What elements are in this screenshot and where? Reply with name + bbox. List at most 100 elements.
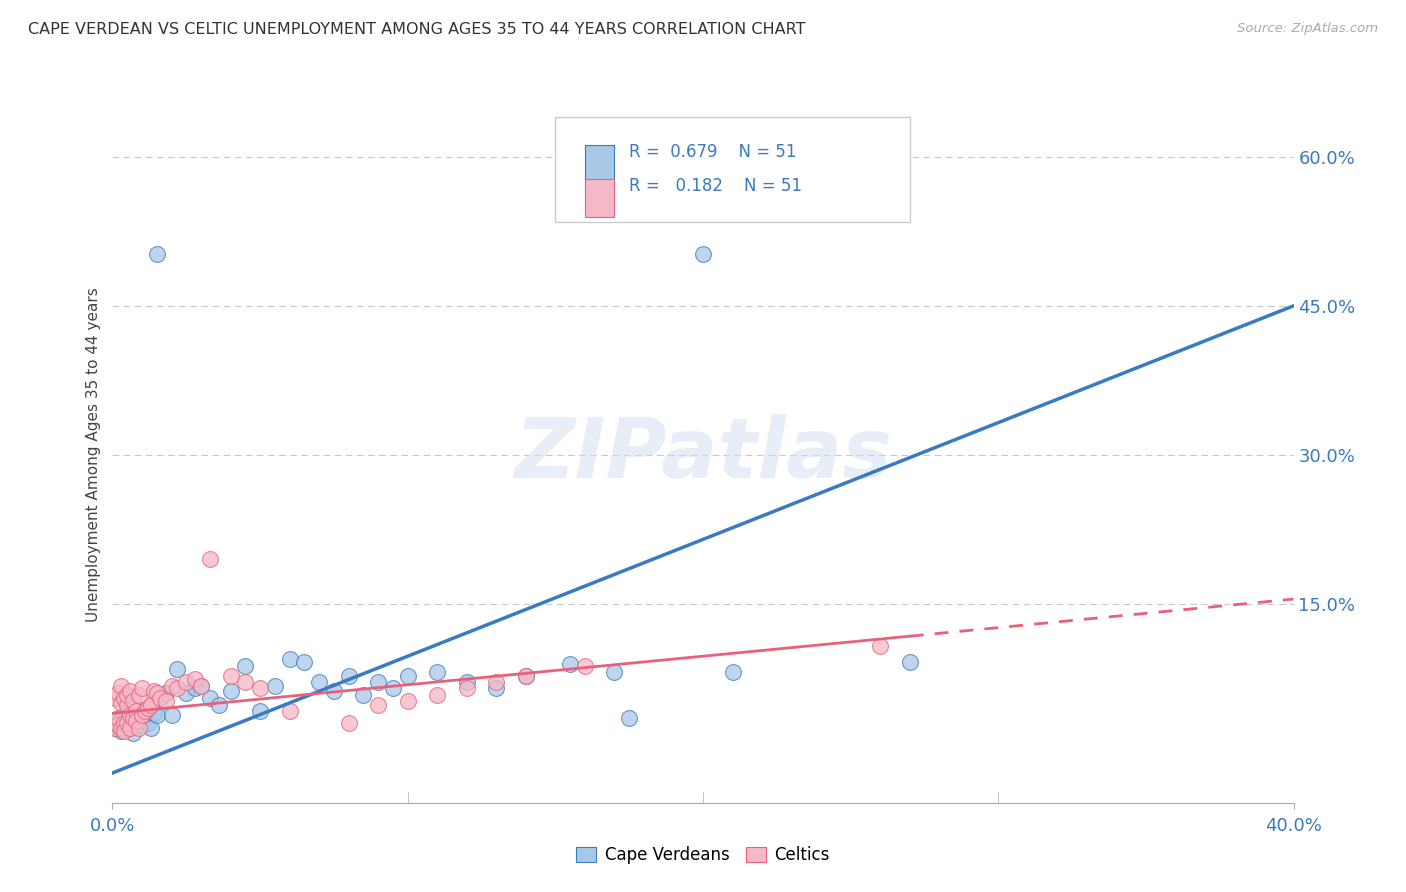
Point [120,721,142,735]
Point [110,679,132,693]
Point [117,704,138,718]
Point [308,674,330,689]
Point [898,655,921,669]
Point [110,724,132,739]
Point [190,679,212,693]
FancyBboxPatch shape [585,145,614,184]
Point [112,708,135,723]
Text: R =   0.182    N = 51: R = 0.182 N = 51 [628,177,801,194]
Point [112,691,135,706]
Point [117,716,138,731]
Point [278,704,301,718]
Point [337,668,360,682]
Point [117,721,138,735]
Text: R =  0.679    N = 51: R = 0.679 N = 51 [628,144,796,161]
Point [146,247,169,261]
FancyBboxPatch shape [585,178,614,217]
Point [104,721,127,735]
Point [619,711,641,725]
Point [190,679,212,693]
Point [139,698,162,713]
Point [184,681,207,696]
Point [107,711,129,725]
Text: Source: ZipAtlas.com: Source: ZipAtlas.com [1237,22,1378,36]
Point [233,658,256,673]
Point [249,704,271,718]
Point [456,681,478,696]
Point [122,726,145,740]
Point [136,716,159,731]
Point [558,657,582,671]
Point [184,672,207,686]
Point [174,674,197,689]
Point [382,681,405,696]
Point [574,658,596,673]
Point [208,698,231,713]
Point [112,716,135,731]
Point [120,684,142,698]
Point [125,714,148,729]
Point [120,708,142,723]
Point [264,679,287,693]
Point [112,718,135,732]
Point [323,684,346,698]
Point [125,714,148,729]
Point [485,681,508,696]
Point [426,689,449,703]
Point [107,716,129,731]
Point [122,711,145,725]
Point [692,247,714,261]
Point [125,704,148,718]
Point [110,721,132,735]
Point [396,694,419,708]
Point [146,708,169,723]
Point [367,698,389,713]
Text: ZIPatlas: ZIPatlas [515,415,891,495]
FancyBboxPatch shape [555,118,910,222]
Point [149,691,172,706]
Point [107,718,129,732]
Point [278,651,301,665]
Point [456,674,478,689]
Point [515,668,537,682]
Point [396,668,419,682]
Point [166,681,188,696]
Point [134,704,156,718]
Point [134,711,156,725]
Point [603,665,626,679]
Point [146,686,169,700]
Point [198,552,221,566]
Point [117,689,138,703]
Point [128,708,150,723]
Point [869,639,891,653]
Point [721,665,744,679]
Point [110,711,132,725]
Legend: Cape Verdeans, Celtics: Cape Verdeans, Celtics [569,839,837,871]
Point [233,674,256,689]
Point [219,668,242,682]
Point [198,691,221,706]
Point [166,662,188,676]
Point [219,684,242,698]
Point [131,708,153,723]
Point [110,697,132,711]
Point [367,674,389,689]
Point [142,684,165,698]
Point [337,716,360,731]
Point [155,686,177,700]
Point [485,674,508,689]
Point [107,686,129,700]
Point [128,721,150,735]
Point [155,694,177,708]
Point [128,689,150,703]
Point [131,681,153,696]
Point [515,668,537,682]
Point [352,689,374,703]
Point [136,701,159,715]
Point [104,721,127,735]
Point [426,665,449,679]
Text: CAPE VERDEAN VS CELTIC UNEMPLOYMENT AMONG AGES 35 TO 44 YEARS CORRELATION CHART: CAPE VERDEAN VS CELTIC UNEMPLOYMENT AMON… [28,22,806,37]
Y-axis label: Unemployment Among Ages 35 to 44 years: Unemployment Among Ages 35 to 44 years [86,287,101,623]
Point [142,706,165,721]
Point [117,698,138,713]
